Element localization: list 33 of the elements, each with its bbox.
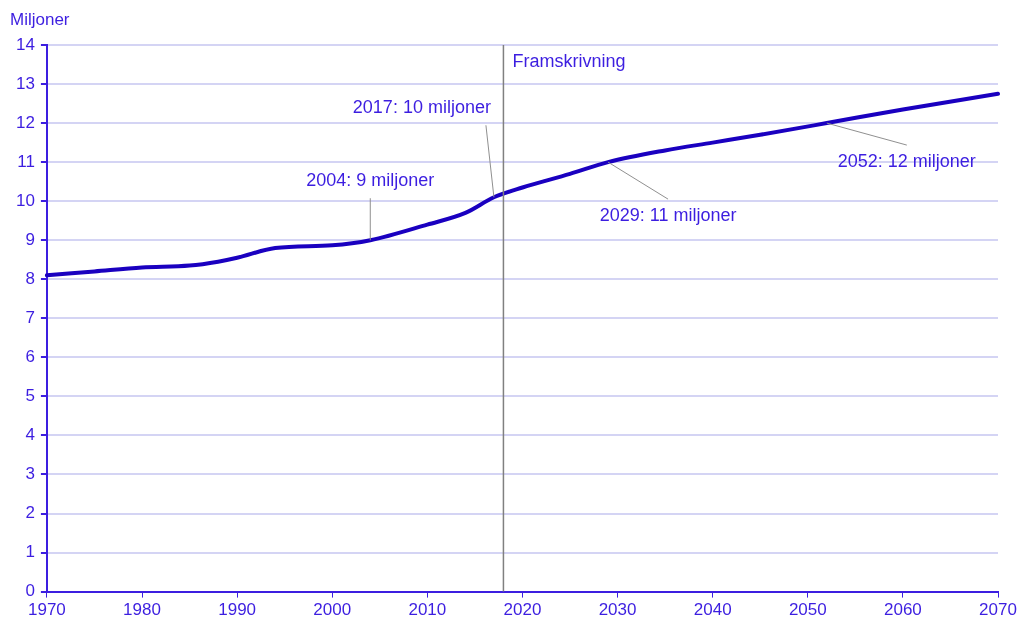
y-tick-label: 9 [25,229,35,249]
y-axis-title: Miljoner [10,10,70,30]
x-tick-label: 2060 [883,600,922,620]
y-tick-label: 10 [15,190,35,210]
y-tick-label: 1 [25,542,35,562]
line-series [44,91,1000,278]
y-tick-label: 14 [15,34,35,54]
annotation: 2052: 12 miljoner [837,151,976,172]
y-tick-label: 4 [25,425,35,445]
y-tick-label: 3 [25,464,35,484]
annotation: 2029: 11 miljoner [599,205,737,226]
x-tick-label: 2000 [313,600,352,620]
ref-line-label: Framskrivning [512,50,626,71]
y-tick-label: 6 [25,347,35,367]
y-tick-label: 0 [25,581,35,601]
x-tick-label: 2040 [693,600,732,620]
x-tick-label: 2070 [979,600,1017,620]
x-tick-label: 2020 [503,600,542,620]
y-tick-label: 2 [25,503,35,523]
x-tick-label: 1990 [218,600,257,620]
x-tick-label: 2030 [598,600,637,620]
annotation: 2004: 9 miljoner [306,170,435,191]
x-tick-label: 2050 [788,600,827,620]
x-tick-label: 2010 [408,600,447,620]
y-tick-label: 13 [15,73,35,93]
y-tick-label: 8 [25,268,35,288]
annotation: 2017: 10 miljoner [352,97,491,118]
x-tick-label: 1970 [28,600,66,620]
y-tick-label: 11 [17,151,35,171]
x-tick-label: 1980 [123,600,161,620]
y-tick-label: 5 [25,386,35,406]
y-tick-label: 12 [15,112,35,132]
y-tick-label: 7 [25,307,35,327]
